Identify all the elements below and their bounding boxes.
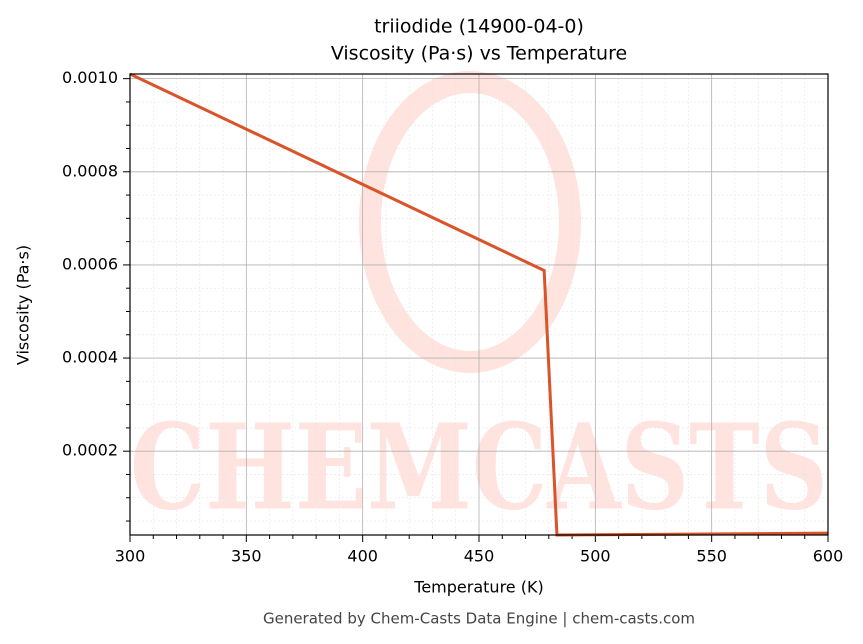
footer: Generated by Chem-Casts Data Engine | ch…	[263, 610, 695, 628]
plot-frame	[129, 73, 829, 536]
y-tick-label: 0.0010	[62, 68, 118, 87]
x-tick-label: 350	[231, 547, 262, 566]
y-tick-label: 0.0004	[62, 348, 118, 367]
chart-subtitle: Viscosity (Pa·s) vs Temperature	[331, 43, 627, 65]
x-tick-label: 500	[580, 547, 611, 566]
x-tick-label: 400	[347, 547, 378, 566]
chart-title: triiodide (14900-04-0)	[374, 16, 584, 38]
y-tick-label: 0.0006	[62, 254, 118, 273]
y-tick-label: 0.0002	[62, 441, 118, 460]
x-tick-label: 450	[464, 547, 495, 566]
x-tick-label: 550	[696, 547, 727, 566]
watermark-ring	[359, 71, 581, 373]
x-tick-label: 300	[115, 547, 146, 566]
y-tick-label: 0.0008	[62, 161, 118, 180]
y-axis-label: Viscosity (Pa·s)	[14, 245, 33, 365]
data-line	[129, 72, 829, 537]
x-axis-label: Temperature (K)	[413, 578, 543, 597]
x-tick-label: 600	[813, 547, 844, 566]
